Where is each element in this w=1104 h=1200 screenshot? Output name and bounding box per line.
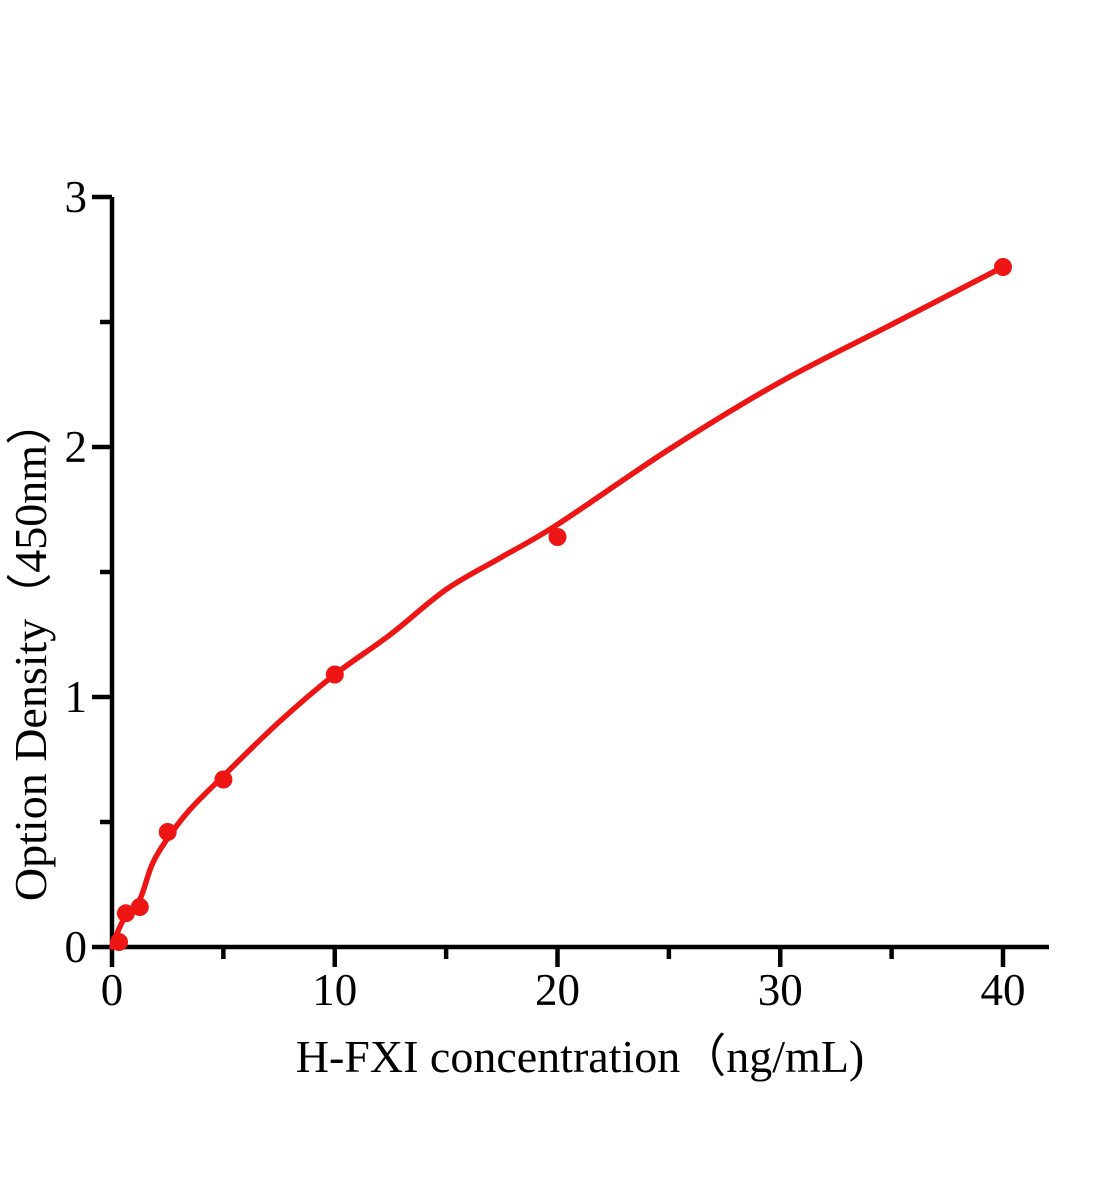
y-tick-label: 2: [65, 422, 88, 472]
data-point: [158, 823, 177, 841]
tick-label-layer: 0 10 20 30 40 0 1 2 3: [65, 172, 1026, 1015]
data-point: [130, 898, 149, 916]
x-axis-title: H-FXI concentration（ng/mL): [296, 1031, 864, 1082]
data-point: [110, 933, 128, 951]
data-point: [325, 665, 344, 684]
standard-curve-line: [109, 264, 1006, 950]
data-point: [214, 770, 233, 789]
x-tick-label: 30: [758, 965, 803, 1015]
x-tick-label: 40: [981, 965, 1026, 1015]
axes-layer: [92, 194, 1049, 967]
x-tick-label: 0: [101, 965, 124, 1015]
x-tick-label: 20: [535, 965, 580, 1015]
data-point: [548, 528, 567, 546]
y-tick-label: 0: [65, 922, 88, 972]
y-tick-label: 1: [65, 672, 88, 722]
data-point: [116, 904, 135, 923]
y-tick-label: 3: [65, 172, 88, 222]
x-tick-label: 10: [312, 965, 357, 1015]
data-point: [994, 258, 1012, 276]
y-axis-title: Option Density（450nm）: [5, 399, 56, 901]
series-layer: [109, 258, 1012, 951]
